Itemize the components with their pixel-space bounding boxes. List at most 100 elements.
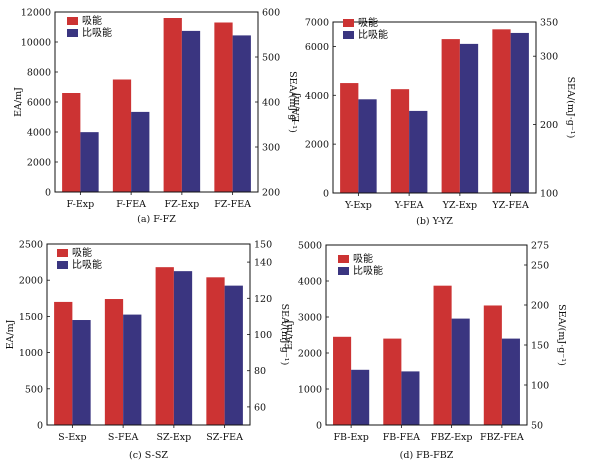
bar-ea-yz-exp — [441, 39, 460, 193]
y-right-tick-label: 275 — [531, 241, 549, 252]
y-right-axis-label: SEA/(mJ·g⁻¹) — [279, 304, 290, 366]
chart-panel-1: F-Exp F-FEA FZ-Exp FZ-FEA 0 2000 4000 6000 8000 1… — [13, 8, 298, 226]
y-left-tick-label: 1000 — [298, 385, 322, 396]
y-right-tick-label: 120 — [254, 294, 272, 305]
bar-ea-fbz-exp — [433, 285, 452, 425]
y-left-tick-label: 4000 — [305, 91, 329, 102]
bar-sea-yz-exp — [459, 43, 479, 193]
y-left-tick-label: 3000 — [298, 313, 322, 324]
y-right-tick-label: 100 — [531, 381, 549, 392]
bar-ea-y-exp — [340, 83, 359, 193]
y-right-axis-label: SEA/(mJ·g⁻¹) — [565, 77, 576, 139]
y-left-tick-label: 0 — [37, 421, 43, 432]
bar-sea-f-exp — [80, 132, 99, 192]
y-right-tick-label: 300 — [262, 143, 280, 154]
bar-sea-s-exp — [72, 320, 91, 425]
panel-caption: (c) S-SZ — [129, 450, 168, 461]
bar-sea-y-exp — [358, 99, 377, 193]
legend-swatch-sea — [338, 267, 349, 275]
y-left-tick-label: 0 — [45, 188, 51, 199]
x-tick-label: S-Exp — [58, 432, 86, 443]
y-left-tick-label: 6000 — [27, 98, 51, 109]
bar-ea-f-fea — [112, 79, 132, 192]
legend-label-ea: 吸能 — [358, 16, 378, 29]
x-tick-label: YZ-Exp — [442, 200, 477, 211]
chart-panel-3: S-Exp S-FEA SZ-Exp SZ-FEA 0 500 1000 1500 2000 25… — [5, 240, 290, 462]
y-left-tick-label: 2000 — [19, 276, 43, 287]
plot-frame — [325, 244, 528, 426]
bar-ea-fbz-fea — [483, 305, 502, 425]
legend-swatch-ea — [57, 249, 68, 257]
bar-ea-fb-exp — [333, 336, 352, 425]
y-left-axis-label: EA/mJ — [13, 87, 24, 117]
x-tick-label: YZ-FEA — [491, 200, 529, 211]
bar-sea-fz-exp — [181, 30, 201, 193]
y-left-tick-label: 1000 — [19, 348, 43, 359]
y-left-tick-label: 2000 — [298, 349, 322, 360]
bar-ea-s-fea — [104, 299, 124, 425]
y-right-tick-label: 400 — [262, 98, 280, 109]
y-left-tick-label: 10000 — [21, 38, 51, 49]
x-tick-label: SZ-Exp — [157, 432, 192, 443]
bar-ea-y-fea — [390, 89, 410, 193]
bar-sea-fbz-fea — [501, 338, 520, 425]
panel-caption: (d) FB-FBZ — [400, 450, 454, 461]
y-left-tick-label: 2000 — [305, 140, 329, 151]
y-right-tick-label: 60 — [254, 402, 266, 413]
y-right-tick-label: 200 — [531, 301, 549, 312]
legend-label-sea: 比吸能 — [82, 26, 112, 39]
bar-ea-sz-exp — [155, 267, 174, 425]
bar-sea-fbz-exp — [451, 318, 470, 425]
y-right-tick-label: 80 — [254, 366, 266, 377]
bar-sea-s-fea — [123, 314, 142, 425]
y-left-tick-label: 2000 — [27, 158, 51, 169]
y-right-tick-label: 150 — [531, 341, 549, 352]
panel-caption: (a) F-FZ — [137, 214, 176, 225]
legend-swatch-sea — [57, 261, 68, 269]
y-right-tick-label: 140 — [254, 258, 272, 269]
bar-ea-fz-fea — [214, 22, 233, 192]
bar-sea-yz-fea — [510, 32, 529, 193]
x-tick-label: S-FEA — [108, 432, 139, 443]
bar-ea-f-exp — [62, 93, 81, 192]
legend-label-ea: 吸能 — [353, 252, 373, 265]
bar-sea-fz-fea — [232, 35, 251, 193]
x-tick-label: FBZ-Exp — [431, 432, 473, 443]
x-tick-label: FZ-FEA — [214, 199, 251, 210]
y-right-tick-label: 200 — [540, 120, 558, 131]
y-left-axis-label: EA/mJ — [291, 92, 302, 122]
x-tick-label: Y-Exp — [344, 200, 372, 211]
y-right-tick-label: 300 — [540, 52, 558, 63]
x-tick-label: F-Exp — [67, 199, 95, 210]
x-tick-label: Y-FEA — [394, 200, 424, 211]
bar-sea-sz-exp — [173, 271, 193, 425]
bar-sea-sz-fea — [224, 285, 243, 425]
panel-caption: (b) Y-YZ — [416, 216, 453, 227]
x-tick-label: FB-FEA — [383, 432, 420, 443]
y-left-tick-label: 1500 — [19, 312, 43, 323]
y-right-tick-label: 100 — [540, 189, 558, 200]
y-right-tick-label: 500 — [262, 53, 280, 64]
y-left-axis-label: EA/mJ — [284, 320, 295, 350]
plot-frame — [332, 21, 537, 194]
y-right-tick-label: 350 — [540, 18, 558, 29]
y-left-axis-label: EA/mJ — [5, 319, 16, 349]
legend-label-sea: 比吸能 — [353, 264, 383, 277]
y-right-axis-label: SEA/(mJ·g⁻¹) — [287, 71, 298, 133]
legend-label-sea: 比吸能 — [72, 258, 102, 271]
chart-panel-4: FB-Exp FB-FEA FBZ-Exp FBZ-FEA 0 1000 2000 3000 4… — [284, 241, 567, 462]
legend-swatch-ea — [338, 255, 349, 263]
bar-ea-yz-fea — [492, 29, 511, 194]
y-left-tick-label: 5000 — [298, 241, 322, 252]
legend-label-ea: 吸能 — [82, 14, 102, 27]
y-right-tick-label: 250 — [531, 261, 549, 272]
bar-sea-y-fea — [409, 110, 428, 193]
y-right-axis-label: SEA/(mJ·g⁻¹) — [556, 304, 567, 366]
y-left-tick-label: 500 — [25, 384, 43, 395]
legend-label-ea: 吸能 — [72, 246, 92, 259]
x-tick-label: SZ-FEA — [206, 432, 243, 443]
